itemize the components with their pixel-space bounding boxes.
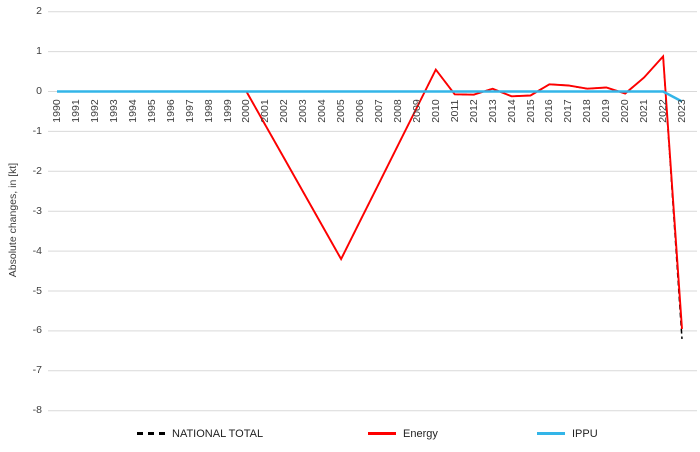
- x-tick-label: 1995: [145, 98, 158, 123]
- x-tick-label: 2009: [410, 98, 423, 123]
- x-tick-label: 2010: [429, 98, 442, 123]
- x-tick-label: 2023: [676, 98, 688, 123]
- y-tick-label: 2: [36, 5, 42, 18]
- x-tick-label: 2015: [524, 98, 537, 123]
- x-tick-label: 2011: [448, 99, 461, 122]
- y-tick-label: -1: [32, 124, 42, 137]
- x-tick-label: 2005: [335, 98, 348, 123]
- x-tick-label: 2014: [505, 98, 518, 123]
- energy-line-sample-icon: [368, 432, 396, 435]
- x-tick-label: 1993: [107, 98, 120, 123]
- x-tick-label: 2007: [373, 98, 385, 123]
- x-tick-label: 1991: [69, 98, 82, 123]
- x-tick-label: 2021: [638, 98, 651, 123]
- x-tick-label: 1996: [164, 98, 177, 123]
- x-tick-label: 2002: [278, 98, 291, 123]
- y-tick-label: 0: [36, 85, 42, 97]
- y-tick-label: -3: [32, 204, 42, 217]
- y-tick-label: 1: [36, 45, 42, 58]
- x-tick-label: 1994: [126, 98, 139, 123]
- y-axis-title: Absolute changes, in [kt]: [7, 162, 19, 278]
- y-tick-label: -6: [32, 324, 42, 337]
- x-tick-label: 2022: [657, 98, 670, 123]
- x-tick-label: 1997: [183, 98, 196, 123]
- y-tick-label: -4: [32, 244, 42, 257]
- x-tick-label: 2001: [259, 98, 272, 123]
- legend-item-national-total: NATIONAL TOTAL: [137, 426, 263, 441]
- legend-label-energy: Energy: [403, 427, 438, 440]
- legend-label-national-total: NATIONAL TOTAL: [172, 427, 264, 440]
- ippu-line-sample-icon: [537, 432, 565, 435]
- x-tick-label: 2020: [619, 98, 632, 123]
- x-tick-label: 2013: [486, 98, 499, 123]
- x-tick-label: 1998: [202, 98, 215, 123]
- x-tick-label: 2000: [240, 98, 253, 123]
- x-tick-label: 2016: [543, 98, 556, 123]
- x-tick-label: 2004: [316, 98, 329, 123]
- series-line-ippu: [57, 90, 683, 103]
- x-tick-label: 2003: [297, 98, 310, 123]
- x-tick-label: 1992: [88, 98, 101, 123]
- x-tick-label: 2012: [467, 98, 480, 123]
- national-total-line-sample-icon: [137, 432, 165, 435]
- x-tick-label: 2006: [354, 98, 366, 123]
- x-tick-label: 2017: [562, 98, 575, 123]
- x-tick-label: 1999: [221, 98, 234, 123]
- legend-label-ippu: IPPU: [572, 427, 598, 440]
- x-tick-label: 2019: [600, 98, 613, 123]
- y-tick-label: -5: [32, 284, 42, 297]
- x-tick-label: 2018: [581, 98, 594, 123]
- legend-item-energy: Energy: [368, 426, 438, 441]
- x-tick-label: 2008: [391, 98, 404, 123]
- y-tick-label: -8: [32, 404, 42, 417]
- y-tick-label: -2: [32, 164, 42, 177]
- x-tick-label: 1990: [51, 98, 63, 123]
- y-tick-label: -7: [32, 364, 42, 377]
- legend-item-ippu: IPPU: [537, 426, 598, 441]
